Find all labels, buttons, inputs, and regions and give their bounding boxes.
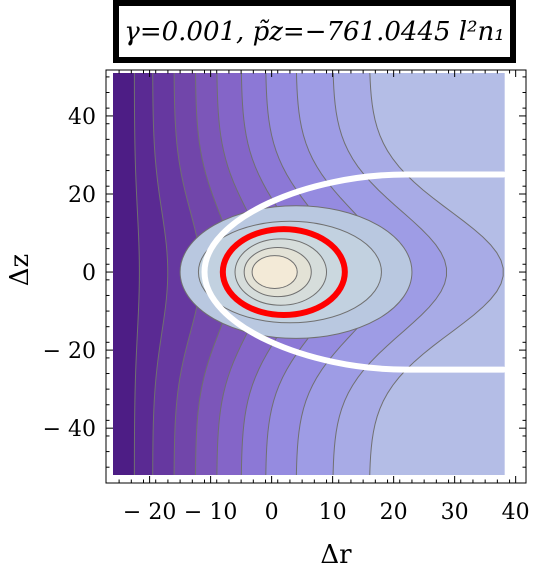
y-tick-label: − 40 [43,417,96,442]
contour-field [113,73,512,475]
right-edge-band [504,73,512,475]
y-tick-label: 0 [82,261,96,286]
plot-frame-border [105,69,527,484]
x-tick-label: − 20 [123,500,176,525]
x-tick-label: 30 [441,500,469,525]
plot-title: γ=0.001, p̃z=−761.0445 l²n₁ [113,0,516,63]
x-tick-label: 0 [265,500,279,525]
contour-band-darkest [113,73,140,475]
axis-ticks: − 20 − 10 0 10 20 30 40 − 40 − 20 0 20 40 [43,70,530,525]
red-contour [219,226,348,318]
white-contour [201,171,507,373]
x-tick-label: 40 [502,500,530,525]
x-tick-label: − 10 [184,500,237,525]
x-axis-label: Δr [320,540,352,570]
plot-frame [105,69,527,484]
y-axis-label: Δz [5,254,35,286]
y-tick-label: − 20 [43,339,96,364]
y-tick-label: 40 [68,105,96,130]
x-tick-label: 10 [319,500,347,525]
x-tick-label: 20 [380,500,408,525]
y-tick-label: 20 [68,183,96,208]
contour-level-6 [251,255,298,289]
